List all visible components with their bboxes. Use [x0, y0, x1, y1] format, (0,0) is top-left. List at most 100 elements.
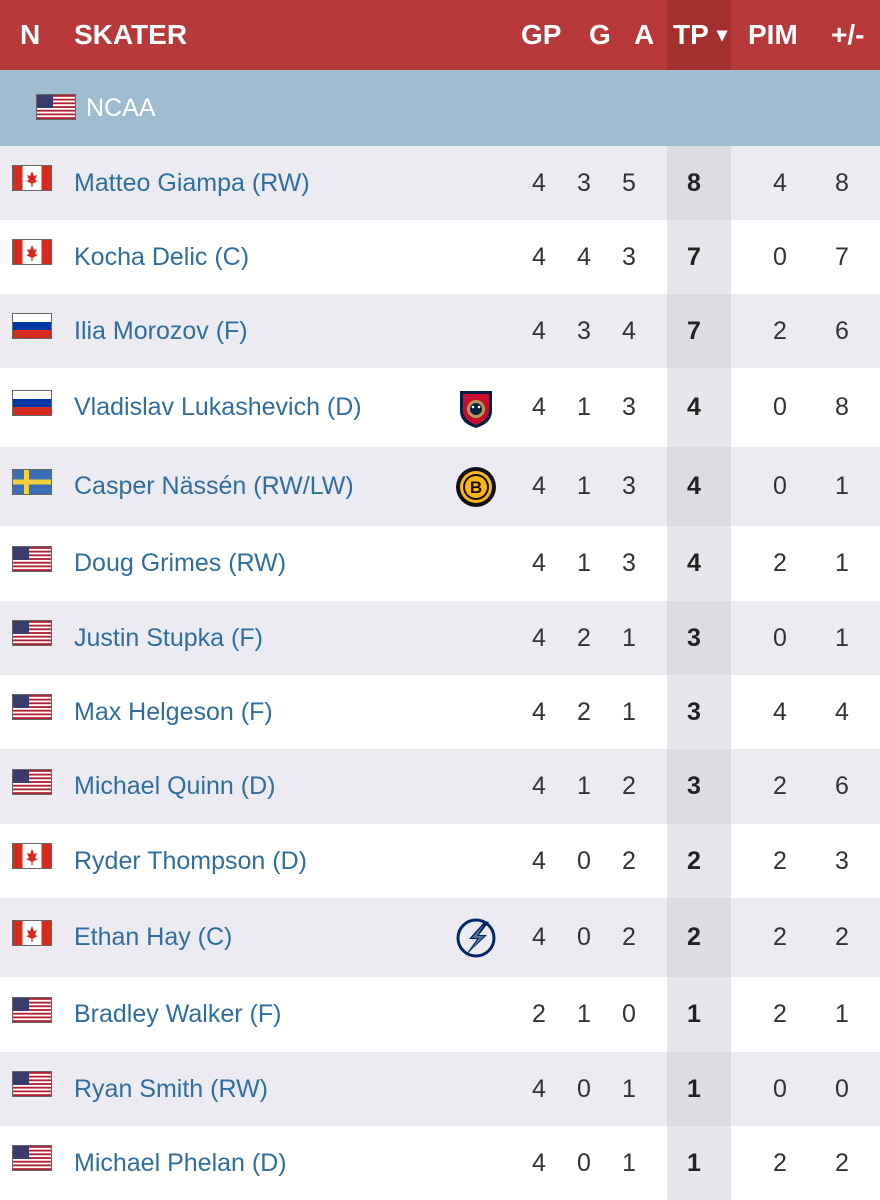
- stat-gp: 4: [532, 168, 546, 197]
- russia-flag-icon: [12, 313, 52, 339]
- stat-pm: 6: [835, 316, 849, 345]
- stat-gp: 2: [532, 1000, 546, 1028]
- stat-g: 0: [577, 1074, 591, 1103]
- stat-gp: 4: [532, 472, 546, 500]
- stat-pm: 1: [835, 1000, 849, 1028]
- stat-pm: 1: [835, 623, 849, 652]
- player-name-link[interactable]: Kocha Delic (C): [74, 242, 250, 271]
- stat-pm: 8: [835, 393, 849, 421]
- tp-cell-bg: [667, 1052, 731, 1126]
- table-header: N SKATER GP G A TP ▾ PIM +/-: [0, 0, 880, 70]
- table-row: Matteo Giampa (RW) 4 3 5 8 4 8: [0, 146, 880, 220]
- boston-bruins-logo[interactable]: B: [455, 466, 497, 508]
- table-row: Doug Grimes (RW) 4 1 3 4 2 1: [0, 526, 880, 601]
- usa-flag-icon: [12, 769, 52, 795]
- stat-tp: 7: [687, 316, 701, 345]
- player-name-link[interactable]: Justin Stupka (F): [74, 623, 263, 652]
- florida-panthers-logo[interactable]: [455, 387, 497, 429]
- stat-g: 4: [577, 242, 591, 271]
- tp-cell-bg: [667, 824, 731, 898]
- stat-tp: 7: [687, 242, 701, 271]
- player-name-link[interactable]: Doug Grimes (RW): [74, 549, 287, 577]
- stat-g: 2: [577, 697, 591, 726]
- stat-pm: 0: [835, 1074, 849, 1103]
- stat-g: 0: [577, 923, 591, 951]
- usa-flag-icon: [12, 1145, 52, 1171]
- stat-a: 4: [622, 316, 636, 345]
- stat-pim: 4: [773, 168, 787, 197]
- player-name-link[interactable]: Ilia Morozov (F): [74, 316, 248, 345]
- header-tp[interactable]: TP ▾: [667, 0, 731, 70]
- header-gp[interactable]: GP: [521, 19, 562, 50]
- header-g[interactable]: G: [589, 19, 611, 50]
- player-name-link[interactable]: Ryan Smith (RW): [74, 1074, 269, 1103]
- stat-tp: 8: [687, 168, 701, 197]
- stat-a: 3: [622, 549, 636, 577]
- stat-g: 2: [577, 623, 591, 652]
- player-name-link[interactable]: Matteo Giampa (RW): [74, 168, 310, 197]
- stat-pim: 4: [773, 697, 787, 726]
- stat-pm: 1: [835, 472, 849, 500]
- table-row: Michael Quinn (D) 4 1 2 3 2 6: [0, 749, 880, 824]
- stat-pm: 6: [835, 772, 849, 800]
- stat-tp: 1: [687, 1148, 701, 1177]
- tp-cell-bg: [667, 1126, 731, 1200]
- stat-pm: 8: [835, 168, 849, 197]
- stat-pim: 2: [773, 772, 787, 800]
- stat-a: 3: [622, 242, 636, 271]
- usa-flag-icon: [12, 694, 52, 720]
- player-name-link[interactable]: Casper Nässén (RW/LW): [74, 472, 354, 500]
- stat-pim: 0: [773, 472, 787, 500]
- stat-a: 3: [622, 472, 636, 500]
- player-name-link[interactable]: Ryder Thompson (D): [74, 846, 307, 875]
- header-a[interactable]: A: [634, 19, 655, 50]
- table-row: Vladislav Lukashevich (D) 4 1 3 4 0 8: [0, 368, 880, 447]
- player-name-link[interactable]: Max Helgeson (F): [74, 697, 273, 726]
- table-row: Bradley Walker (F) 2 1 0 1 2 1: [0, 977, 880, 1052]
- header-plusminus[interactable]: +/-: [831, 19, 865, 50]
- stat-a: 2: [622, 772, 636, 800]
- stat-a: 1: [622, 697, 636, 726]
- stat-tp: 1: [687, 1074, 701, 1103]
- stat-pm: 7: [835, 242, 849, 271]
- header-skater[interactable]: SKATER: [74, 19, 188, 50]
- table-row: Ryder Thompson (D) 4 0 2 2 2 3: [0, 824, 880, 898]
- tp-cell-bg: [667, 898, 731, 977]
- stat-gp: 4: [532, 549, 546, 577]
- stat-tp: 4: [687, 393, 701, 421]
- player-name-link[interactable]: Vladislav Lukashevich (D): [74, 393, 362, 421]
- player-name-link[interactable]: Bradley Walker (F): [74, 1000, 282, 1028]
- stat-gp: 4: [532, 242, 546, 271]
- stat-pm: 3: [835, 846, 849, 875]
- tampa-bay-lightning-logo[interactable]: [455, 917, 497, 959]
- header-n[interactable]: N: [20, 19, 41, 50]
- table-row: Justin Stupka (F) 4 2 1 3 0 1: [0, 601, 880, 675]
- table-row: Max Helgeson (F) 4 2 1 3 4 4: [0, 675, 880, 749]
- player-name-link[interactable]: Michael Quinn (D): [74, 772, 276, 800]
- stat-tp: 2: [687, 923, 701, 951]
- header-pim[interactable]: PIM: [748, 19, 798, 50]
- canada-flag-icon: [12, 239, 52, 265]
- table-row: Casper Nässén (RW/LW) B 4 1 3 4 0 1: [0, 447, 880, 526]
- stat-tp: 4: [687, 549, 701, 577]
- table-row: Ryan Smith (RW) 4 0 1 1 0 0: [0, 1052, 880, 1126]
- stat-a: 1: [622, 1148, 636, 1177]
- player-name-link[interactable]: Michael Phelan (D): [74, 1148, 287, 1177]
- tp-cell-bg: [667, 675, 731, 749]
- stat-pim: 2: [773, 549, 787, 577]
- svg-text:B: B: [470, 478, 482, 497]
- russia-flag-icon: [12, 390, 52, 416]
- league-name[interactable]: NCAA: [86, 94, 156, 122]
- tp-cell-bg: [667, 146, 731, 220]
- stat-g: 3: [577, 168, 591, 197]
- stat-a: 2: [622, 846, 636, 875]
- stat-tp: 1: [687, 1000, 701, 1028]
- stat-pim: 0: [773, 393, 787, 421]
- stat-g: 1: [577, 393, 591, 421]
- table-row: Michael Phelan (D) 4 0 1 1 2 2: [0, 1126, 880, 1200]
- stat-g: 1: [577, 472, 591, 500]
- stat-a: 1: [622, 623, 636, 652]
- canada-flag-icon: [12, 920, 52, 946]
- stat-gp: 4: [532, 623, 546, 652]
- player-name-link[interactable]: Ethan Hay (C): [74, 923, 233, 951]
